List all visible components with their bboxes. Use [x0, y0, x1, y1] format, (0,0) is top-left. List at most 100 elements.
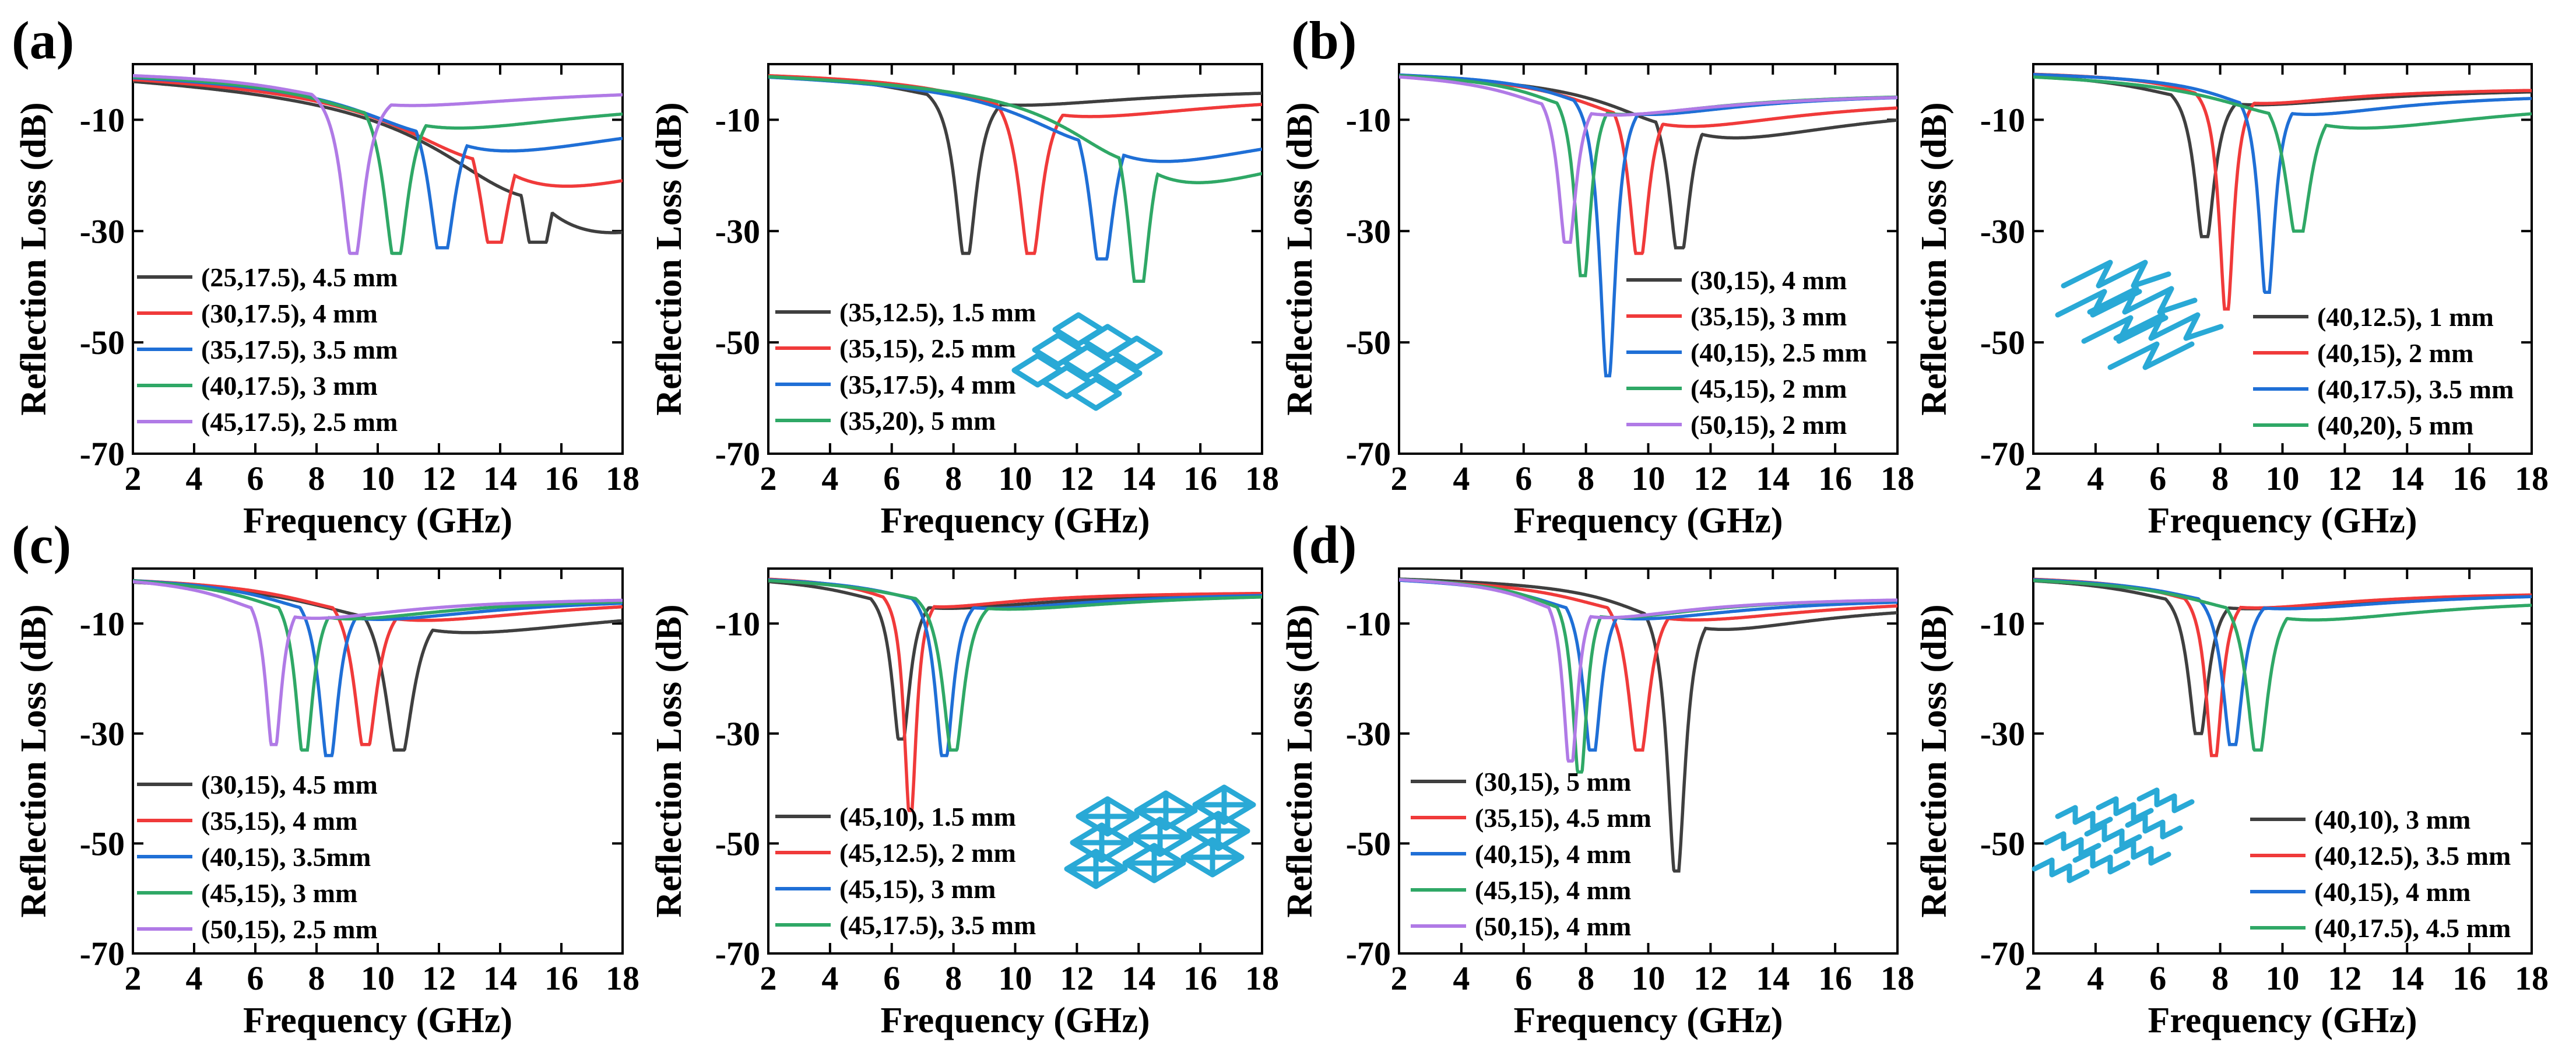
x-tick-label: 8 [2212, 959, 2229, 997]
x-axis-title: Frequency (GHz) [243, 1001, 512, 1040]
y-tick-label: -10 [80, 605, 125, 643]
legend-entry-1: (25,17.5), 4.5 mm [201, 262, 398, 292]
x-tick-label: 6 [247, 959, 264, 997]
legend-entry-2: (35,15), 3 mm [1691, 301, 1847, 331]
x-tick-label: 16 [544, 959, 578, 997]
x-axis-title: Frequency (GHz) [1513, 501, 1783, 541]
series-line-4 [133, 75, 623, 255]
x-tick-label: 2 [2025, 460, 2042, 497]
lattice-cell [2113, 312, 2224, 341]
legend-entry-3: (40,15), 4 mm [2314, 877, 2470, 907]
x-tick-label: 16 [2452, 460, 2486, 497]
y-axis-title: Reflection Loss (dB) [1280, 102, 1320, 415]
x-tick-label: 6 [2149, 460, 2166, 497]
y-tick-label: -70 [1346, 935, 1391, 973]
y-tick-label: -70 [715, 935, 760, 973]
x-tick-label: 6 [2149, 959, 2166, 997]
x-tick-label: 16 [544, 460, 578, 497]
x-tick-label: 6 [883, 959, 900, 997]
lattice-cell [1070, 376, 1122, 411]
y-tick-label: -70 [80, 935, 125, 973]
x-tick-label: 12 [1060, 959, 1094, 997]
legend-entry-5: (45,17.5), 2.5 mm [201, 407, 398, 437]
y-tick-label: -70 [1980, 935, 2025, 973]
x-tick-label: 12 [1060, 460, 1094, 497]
legend-entry-4: (35,20), 5 mm [839, 406, 996, 436]
legend-entry-3: (40,17.5), 3.5 mm [2317, 374, 2514, 404]
y-tick-label: -70 [1980, 435, 2025, 473]
x-axis-title: Frequency (GHz) [880, 1001, 1150, 1040]
y-tick-label: -10 [1346, 101, 1391, 139]
x-tick-label: 18 [606, 959, 639, 997]
y-axis-title: Reflection Loss (dB) [1914, 102, 1954, 415]
y-tick-label: -30 [1346, 715, 1391, 753]
legend-entry-2: (40,15), 2 mm [2317, 338, 2473, 368]
panel-label: (b) [1291, 10, 1356, 70]
x-tick-label: 14 [1122, 460, 1155, 497]
legend-entry-4: (45,15), 2 mm [1691, 374, 1847, 404]
y-tick-label: -10 [1346, 605, 1391, 643]
x-tick-label: 4 [186, 959, 203, 997]
legend-entry-3: (40,15), 4 mm [1475, 839, 1631, 869]
x-tick-label: 12 [2328, 460, 2361, 497]
x-tick-label: 8 [308, 460, 325, 497]
legend-entry-4: (40,17.5), 4.5 mm [2314, 913, 2511, 943]
y-axis-title: Reflection Loss (dB) [1280, 604, 1320, 917]
x-tick-label: 18 [2515, 460, 2549, 497]
lattice-cell [1110, 335, 1163, 370]
x-axis-title: Frequency (GHz) [880, 501, 1150, 541]
x-tick-label: 8 [308, 959, 325, 997]
x-tick-label: 4 [2087, 460, 2104, 497]
series-line-5 [1399, 75, 1897, 244]
chart-panel-8: 2 4 6 8 10 12 14 16 18 -10 -30 -50 -70 Frequency (GHz… [1914, 567, 2549, 1040]
x-tick-label: 10 [361, 460, 395, 497]
x-tick-label: 4 [186, 460, 203, 497]
y-tick-label: -30 [80, 212, 125, 250]
legend-entry-2: (35,15), 4.5 mm [1475, 803, 1651, 833]
x-tick-label: 2 [125, 959, 142, 997]
series-line-3 [2033, 578, 2532, 746]
x-tick-label: 16 [1818, 460, 1852, 497]
x-tick-label: 10 [999, 460, 1032, 497]
panel-label: (c) [12, 515, 71, 574]
x-tick-label: 14 [483, 959, 517, 997]
series-line-3 [1399, 578, 1897, 752]
legend-entry-3: (35,17.5), 4 mm [839, 370, 1016, 399]
series-line-3 [2033, 73, 2532, 294]
panel-label: (d) [1291, 515, 1356, 574]
legend-entry-4: (45,15), 3 mm [201, 878, 357, 908]
x-tick-label: 16 [1183, 959, 1217, 997]
y-tick-label: -70 [1346, 435, 1391, 473]
legend-entry-2: (45,12.5), 2 mm [839, 838, 1016, 868]
legend-entry-5: (50,15), 2.5 mm [201, 914, 378, 944]
lattice-inset-icon [1064, 784, 1256, 889]
lattice-cell [1180, 837, 1245, 878]
legend-entry-5: (50,15), 4 mm [1475, 911, 1631, 941]
x-tick-label: 14 [483, 460, 517, 497]
legend-entry-1: (45,10), 1.5 mm [839, 802, 1016, 832]
x-tick-label: 16 [2452, 959, 2486, 997]
x-tick-label: 2 [1391, 460, 1408, 497]
x-tick-label: 2 [125, 460, 142, 497]
x-tick-label: 10 [999, 959, 1032, 997]
x-tick-label: 8 [1577, 460, 1594, 497]
y-tick-label: -10 [715, 101, 760, 139]
series-line-2 [133, 578, 623, 746]
y-tick-label: -30 [715, 212, 760, 250]
x-tick-label: 10 [2266, 460, 2300, 497]
x-tick-label: 18 [1881, 959, 1914, 997]
y-axis-title: Reflection Loss (dB) [649, 102, 689, 415]
x-tick-label: 18 [1245, 959, 1279, 997]
y-tick-label: -30 [715, 715, 760, 753]
y-axis-title: Reflection Loss (dB) [1914, 604, 1954, 917]
lattice-cell [2113, 840, 2171, 866]
x-tick-label: 2 [760, 959, 777, 997]
x-tick-label: 10 [1632, 460, 1665, 497]
series-line-5 [133, 74, 623, 255]
legend-entry-4: (40,20), 5 mm [2317, 411, 2473, 440]
legend-entry-2: (30,17.5), 4 mm [201, 299, 378, 328]
x-tick-label: 12 [1693, 959, 1727, 997]
series-line-3 [768, 578, 1262, 758]
legend-entry-1: (30,15), 4 mm [1691, 265, 1847, 295]
